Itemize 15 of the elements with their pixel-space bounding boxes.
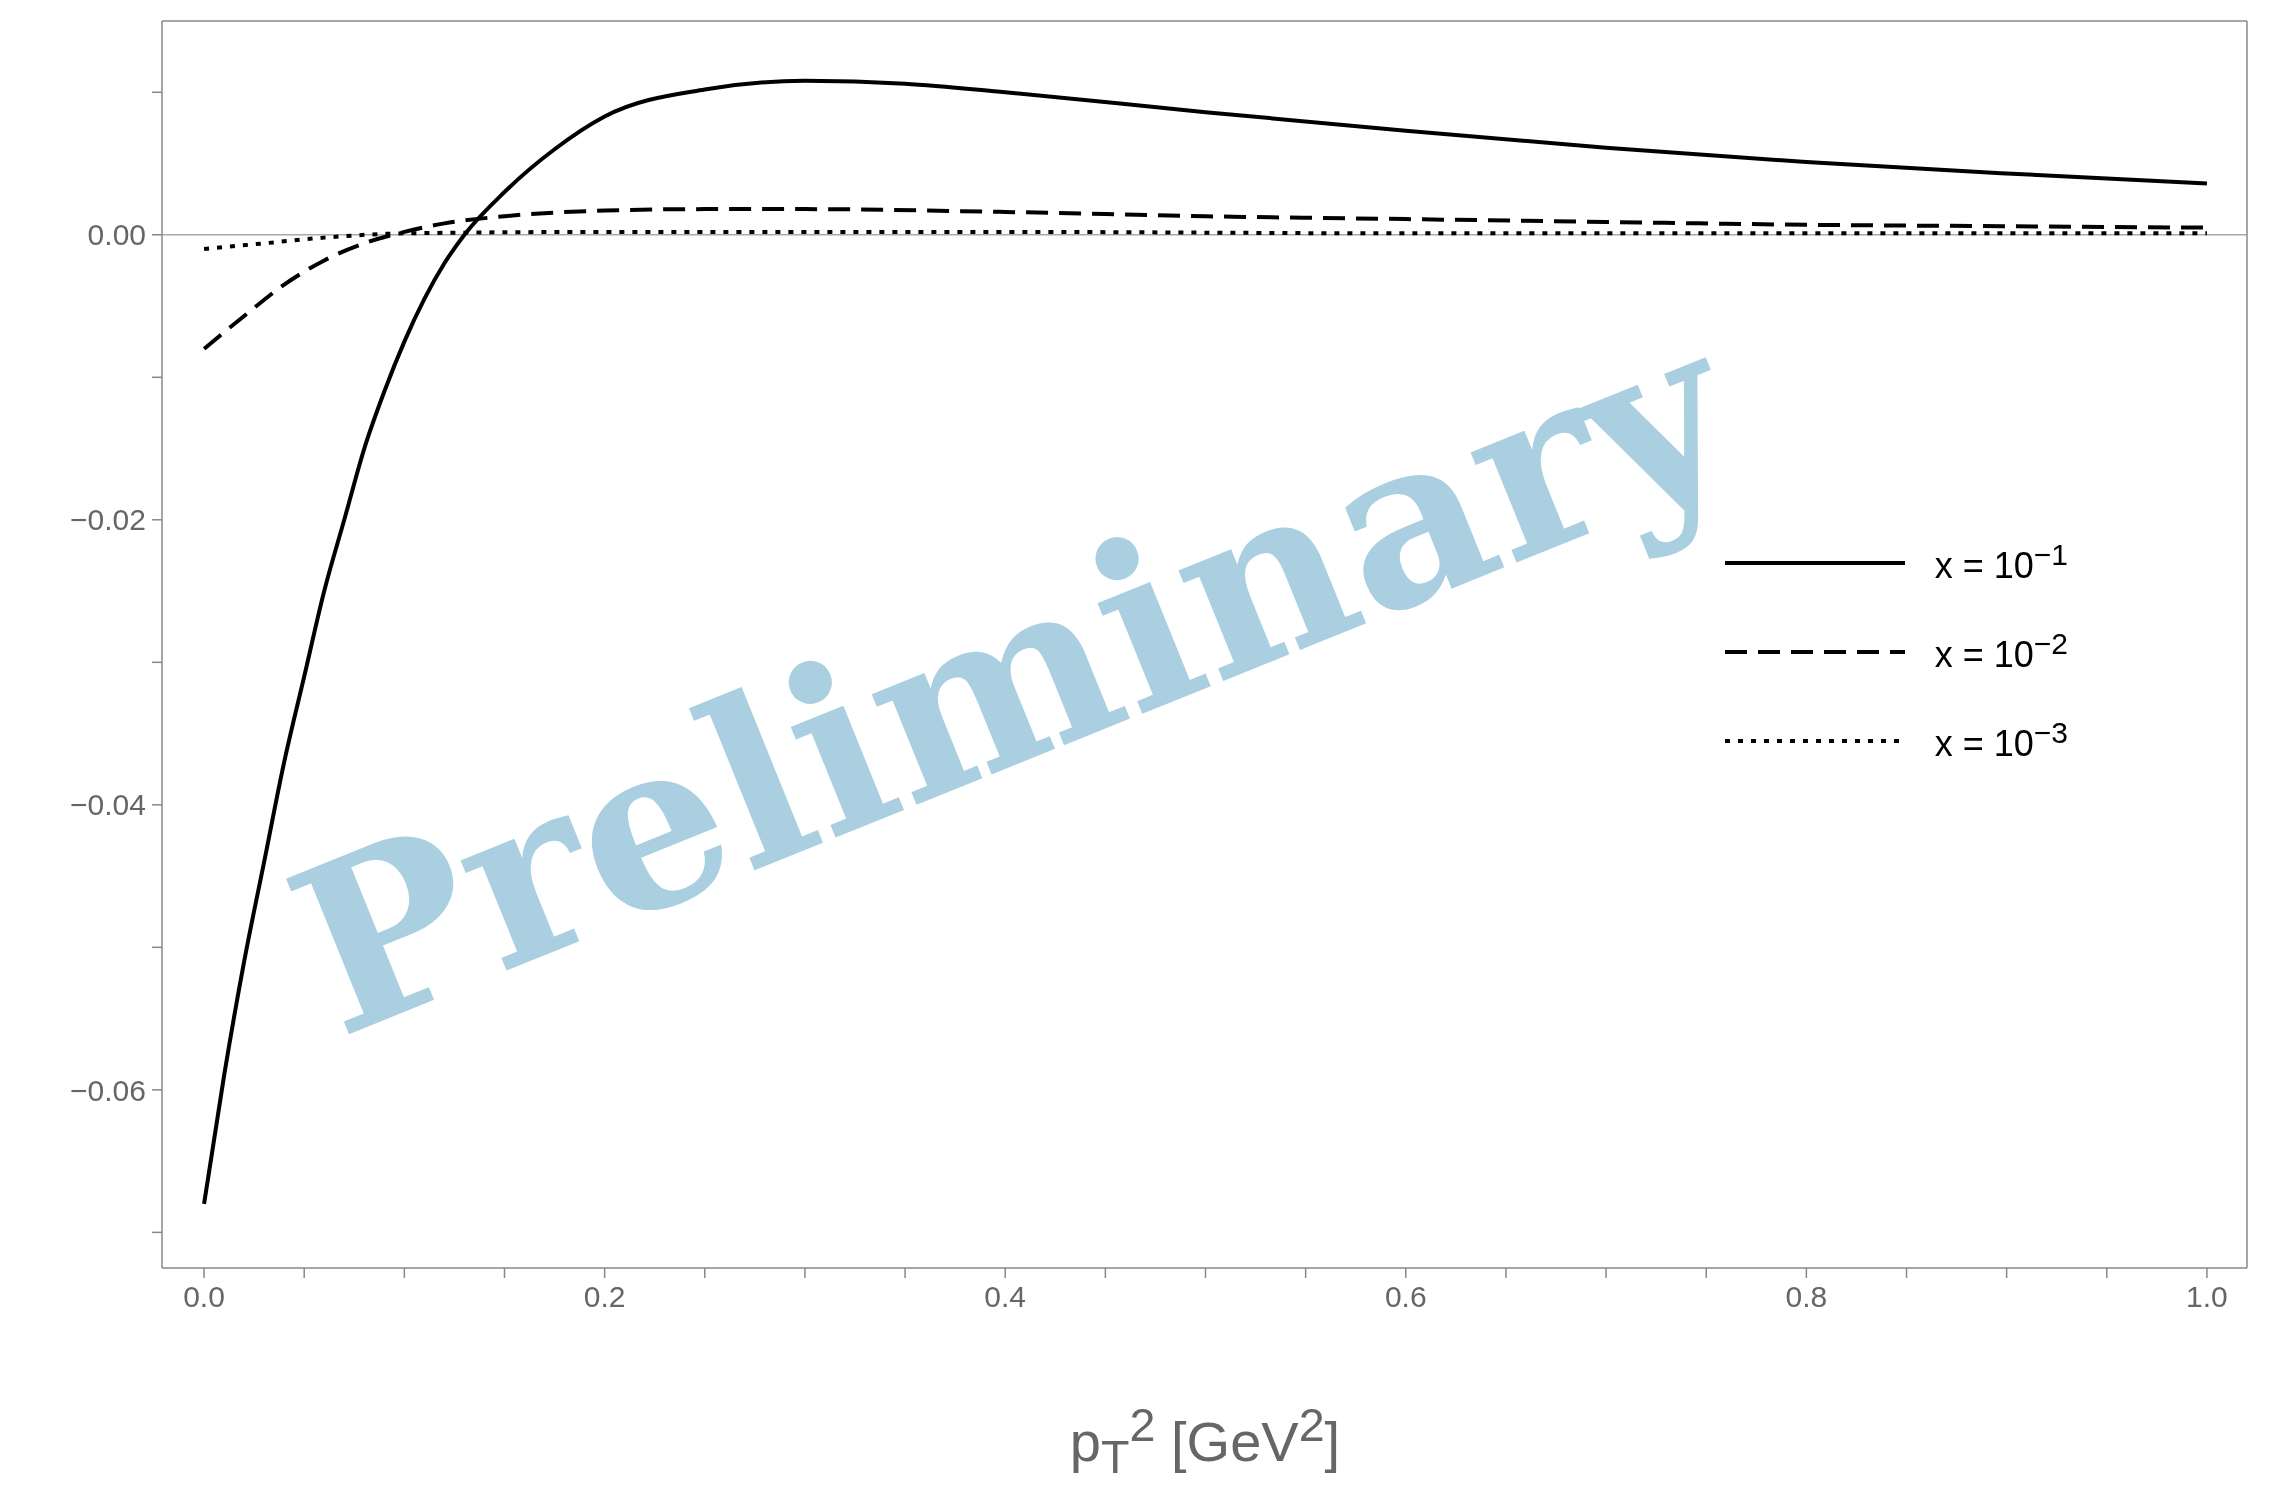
x-tick-label: 0.6 bbox=[1384, 1280, 1427, 1314]
y-tick-label: 0.00 bbox=[87, 218, 146, 252]
x-tick-label: 0.0 bbox=[183, 1280, 225, 1314]
legend-label: x = 10$^{−2}$ bbox=[1934, 627, 2068, 676]
x-tick-label: 1.0 bbox=[2186, 1280, 2228, 1314]
x-tick-label: 0.8 bbox=[1785, 1280, 1828, 1314]
x-tick-label: 0.4 bbox=[984, 1280, 1027, 1314]
line-series bbox=[202, 78, 2209, 1206]
legend-label: x = 10$^{−3}$ bbox=[1934, 716, 2068, 765]
y-tick-label: −0.02 bbox=[70, 503, 146, 537]
x-tick-label: 0.2 bbox=[583, 1280, 626, 1314]
y-tick-label: −0.04 bbox=[70, 788, 146, 822]
y-tick-label: −0.06 bbox=[70, 1073, 146, 1107]
legend-label: x = 10$^{−1}$ bbox=[1934, 538, 2068, 587]
x-axis-title: p$_{T}$$^{2}$ [GeV$^{2}$] bbox=[1068, 1398, 1342, 1484]
